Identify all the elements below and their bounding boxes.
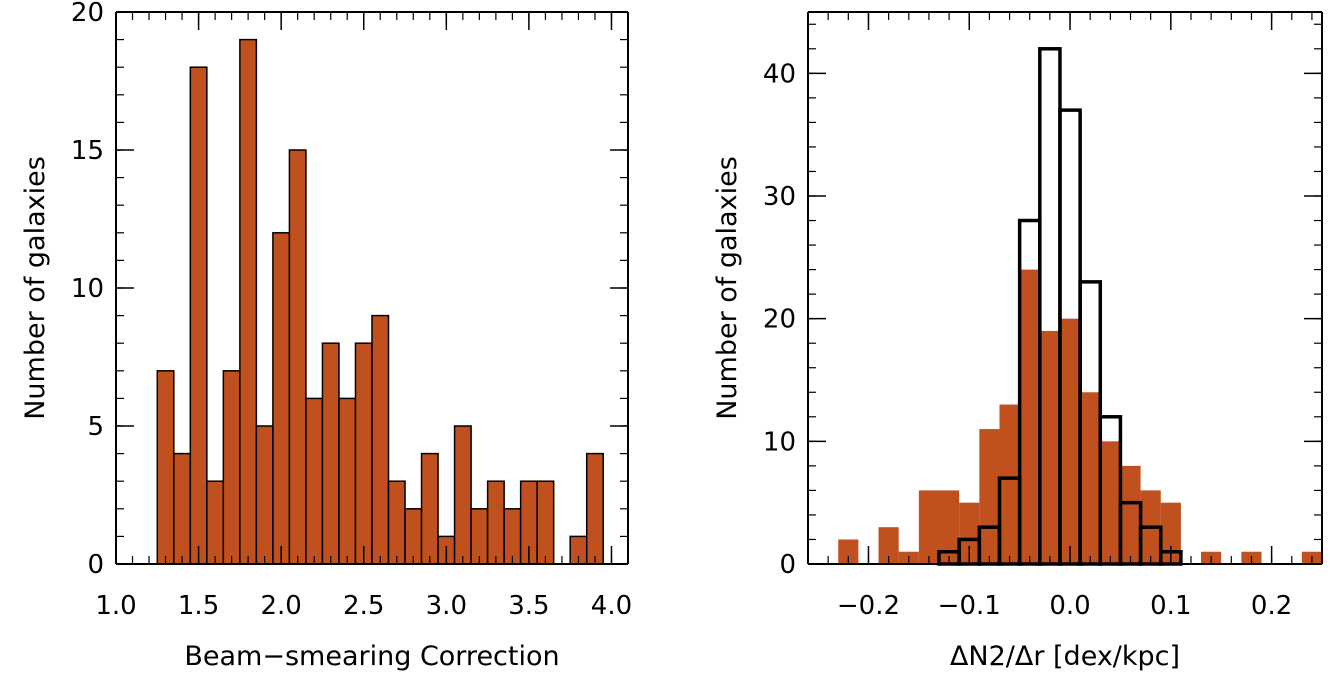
y-tick-label: 20 xyxy=(71,0,104,28)
bar xyxy=(1080,392,1101,564)
bar xyxy=(387,480,406,565)
y-tick-label: 10 xyxy=(763,427,796,457)
bar xyxy=(453,425,472,565)
bar xyxy=(1100,441,1121,564)
bar xyxy=(585,452,604,565)
bar xyxy=(1120,465,1141,564)
bar xyxy=(1039,330,1060,564)
x-tick-label: 3.0 xyxy=(426,591,467,621)
bar xyxy=(321,342,340,565)
bar-series-1 xyxy=(838,269,1322,564)
bar xyxy=(838,539,859,564)
x-tick-label: 1.0 xyxy=(95,591,136,621)
bar xyxy=(354,342,373,565)
x-tick-label: 4.0 xyxy=(591,591,632,621)
y-tick-label: 40 xyxy=(763,59,796,89)
x-tick-label: 0.1 xyxy=(1150,591,1191,621)
bar xyxy=(1019,269,1040,564)
bar xyxy=(878,527,899,564)
x-tick-label: 1.5 xyxy=(178,591,219,621)
bar xyxy=(999,404,1020,564)
y-axis-label: Number of galaxies xyxy=(712,156,743,420)
bar xyxy=(503,508,522,565)
x-tick-label: 2.5 xyxy=(343,591,384,621)
bar xyxy=(959,502,980,564)
y-tick-label: 30 xyxy=(763,182,796,212)
bar xyxy=(420,452,439,565)
x-axis-label: ΔN2/Δr [dex/kpc] xyxy=(950,641,1180,672)
bar xyxy=(536,480,555,565)
bar xyxy=(222,370,241,565)
y-tick-label: 20 xyxy=(763,305,796,335)
bar xyxy=(1059,318,1081,564)
bar xyxy=(156,370,175,565)
x-tick-label: 2.0 xyxy=(260,591,301,621)
x-axis-label: Beam−smearing Correction xyxy=(184,641,559,672)
x-tick-label: 3.5 xyxy=(508,591,549,621)
bar xyxy=(1160,502,1181,564)
bar xyxy=(239,38,258,565)
bar xyxy=(338,397,357,565)
bar xyxy=(272,232,291,565)
bar xyxy=(939,490,960,564)
x-tick-label: 0.0 xyxy=(1049,591,1090,621)
bar-series-1 xyxy=(156,38,604,565)
bar xyxy=(305,397,324,565)
bar xyxy=(470,508,489,565)
bar xyxy=(486,480,505,565)
outline-series-2 xyxy=(937,47,1183,566)
bar xyxy=(255,425,274,565)
x-tick-label: −0.1 xyxy=(938,591,1001,621)
y-axis-label: Number of galaxies xyxy=(20,156,51,420)
y-tick-label: 0 xyxy=(779,550,796,580)
x-tick-label: −0.2 xyxy=(837,591,900,621)
chart-panel-2: 0 10 20 30 40 −0.2 −0.1 0.0 0.1 0.2 ΔN2/Δr [dex/kp… xyxy=(712,11,1323,672)
bar xyxy=(189,66,208,565)
y-tick-label: 0 xyxy=(87,550,104,580)
bar xyxy=(288,149,307,565)
bar xyxy=(173,452,192,565)
y-tick-label: 5 xyxy=(87,412,104,442)
bar xyxy=(979,429,1000,564)
bar xyxy=(404,508,423,565)
y-tick-label: 15 xyxy=(71,136,104,166)
chart-panel-1: 0 5 10 15 20 1.0 1.5 2.0 2.5 3.0 3.5 4.0 Beam−smeari… xyxy=(20,0,632,672)
y-tick-label: 10 xyxy=(71,274,104,304)
bar xyxy=(918,490,940,564)
x-tick-label: 0.2 xyxy=(1251,591,1292,621)
bar xyxy=(371,314,390,565)
bar xyxy=(206,480,225,565)
